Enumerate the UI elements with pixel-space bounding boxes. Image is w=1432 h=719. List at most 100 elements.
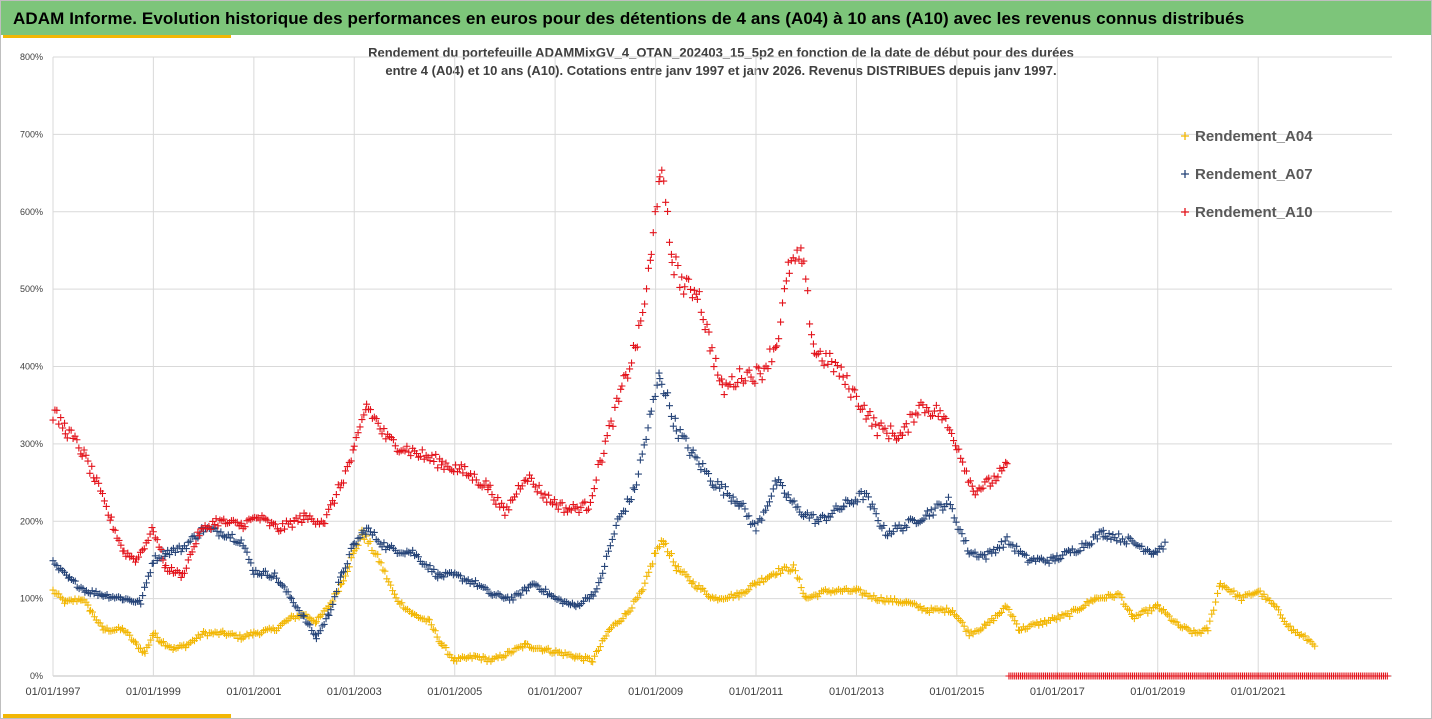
data-point: [1212, 598, 1220, 606]
data-point: [237, 536, 245, 544]
data-point: [626, 365, 634, 373]
y-tick-label: 700%: [20, 129, 43, 139]
data-point: [797, 584, 805, 592]
x-tick-label: 01/01/1999: [126, 686, 181, 698]
data-point: [464, 576, 472, 584]
data-point: [53, 561, 61, 569]
data-point: [791, 567, 799, 575]
data-point: [775, 565, 783, 573]
data-point: [593, 585, 601, 593]
data-point: [923, 404, 931, 412]
data-point: [177, 548, 185, 556]
data-point: [1122, 540, 1130, 548]
data-point: [212, 515, 220, 523]
data-point: [997, 608, 1005, 616]
data-point: [1165, 612, 1173, 620]
data-point: [1214, 589, 1222, 597]
data-point: [264, 516, 272, 524]
data-point: [347, 544, 355, 552]
data-point: [512, 490, 520, 498]
data-point: [960, 622, 968, 630]
data-point: [356, 423, 364, 431]
data-point: [139, 592, 147, 600]
data-point: [398, 599, 406, 607]
data-point: [61, 419, 69, 427]
data-point: [352, 540, 360, 548]
data-point: [347, 457, 355, 465]
legend-label: Rendement_A10: [1195, 204, 1313, 221]
accent-bar-bottom: [3, 714, 231, 718]
data-point: [950, 514, 958, 522]
data-point: [695, 288, 703, 296]
data-point: [693, 295, 701, 303]
data-point: [714, 371, 722, 379]
data-point: [71, 577, 79, 585]
data-point: [640, 441, 648, 449]
y-tick-label: 400%: [20, 362, 43, 372]
data-point: [669, 558, 677, 566]
data-point: [1105, 529, 1113, 537]
data-point: [851, 386, 859, 394]
data-point: [601, 562, 609, 570]
data-point: [294, 517, 302, 525]
data-point: [676, 426, 684, 434]
data-point: [430, 457, 438, 465]
data-point: [932, 401, 940, 409]
data-point: [501, 511, 509, 519]
data-point: [117, 541, 125, 549]
series-rendement-a07: [49, 369, 1169, 643]
data-point: [523, 587, 531, 595]
data-point: [820, 361, 828, 369]
data-point: [505, 506, 513, 514]
data-point: [592, 476, 600, 484]
data-point: [228, 530, 236, 538]
data-point: [833, 362, 841, 370]
data-point: [1053, 552, 1061, 560]
data-point: [1206, 617, 1214, 625]
data-point: [1161, 538, 1169, 546]
data-point: [647, 250, 655, 258]
data-point: [828, 358, 836, 366]
data-point: [765, 498, 773, 506]
data-point: [490, 496, 498, 504]
x-tick-label: 01/01/1997: [25, 686, 80, 698]
data-point: [946, 501, 954, 509]
data-point: [391, 442, 399, 450]
data-point: [589, 658, 597, 666]
data-point: [531, 483, 539, 491]
data-point: [312, 635, 320, 643]
data-point: [990, 472, 998, 480]
data-point: [672, 427, 680, 435]
data-point: [607, 417, 615, 425]
data-point: [985, 474, 993, 482]
data-point: [603, 552, 611, 560]
data-point: [769, 485, 777, 493]
data-point: [964, 547, 972, 555]
legend-label: Rendement_A04: [1195, 128, 1313, 145]
data-point: [979, 484, 987, 492]
data-point: [872, 420, 880, 428]
data-point: [80, 446, 88, 454]
data-point: [1057, 555, 1065, 563]
y-tick-label: 100%: [20, 594, 43, 604]
data-point: [422, 560, 430, 568]
data-point: [273, 574, 281, 582]
data-point: [706, 477, 714, 485]
data-point: [797, 244, 805, 252]
data-point: [457, 572, 465, 580]
data-point: [126, 631, 134, 639]
data-point: [545, 491, 553, 499]
data-point: [804, 287, 812, 295]
data-point: [557, 596, 565, 604]
data-point: [1080, 543, 1088, 551]
data-point: [899, 527, 907, 535]
data-point: [358, 416, 366, 424]
data-point: [243, 548, 251, 556]
data-point: [739, 499, 747, 507]
data-point: [381, 567, 389, 575]
data-point: [988, 479, 996, 487]
data-point: [923, 507, 931, 515]
data-point: [430, 565, 438, 573]
data-point: [971, 491, 979, 499]
data-point: [120, 547, 128, 555]
